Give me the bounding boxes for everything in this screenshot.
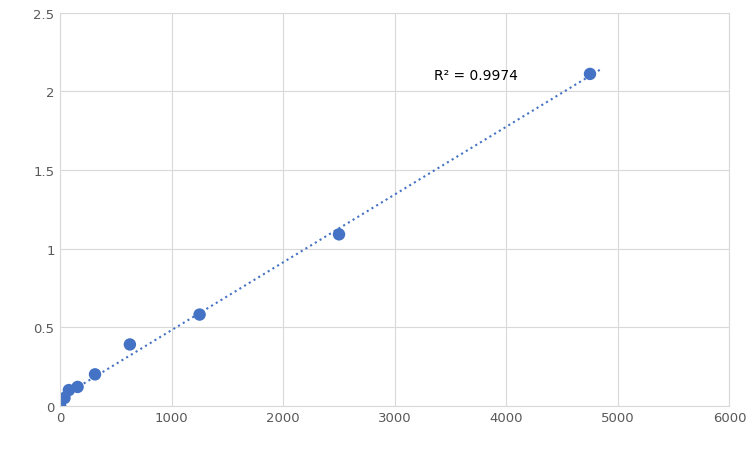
Point (584, 71, 596, 78)
Point (193, 311, 205, 318)
Point (54, 402, 66, 410)
Point (59, 395, 71, 402)
Point (124, 341, 136, 348)
Point (63, 387, 75, 394)
Point (333, 231, 345, 239)
Point (71, 383, 83, 391)
Text: R² = 0.9974: R² = 0.9974 (434, 69, 517, 83)
Point (89, 371, 101, 378)
